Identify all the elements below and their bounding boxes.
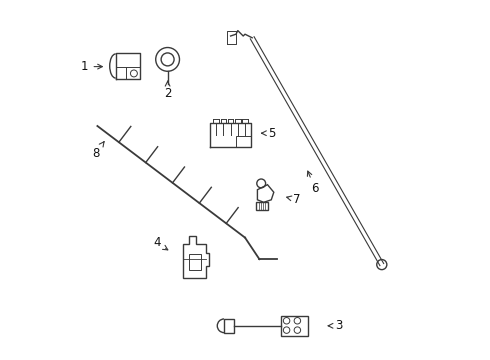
Text: 3: 3	[328, 319, 343, 332]
Text: 8: 8	[92, 142, 104, 159]
Text: 7: 7	[287, 193, 301, 206]
Text: 6: 6	[307, 171, 319, 195]
Text: 4: 4	[153, 237, 168, 250]
Text: 5: 5	[262, 127, 276, 140]
Text: 1: 1	[81, 60, 102, 73]
Text: 2: 2	[164, 81, 171, 100]
